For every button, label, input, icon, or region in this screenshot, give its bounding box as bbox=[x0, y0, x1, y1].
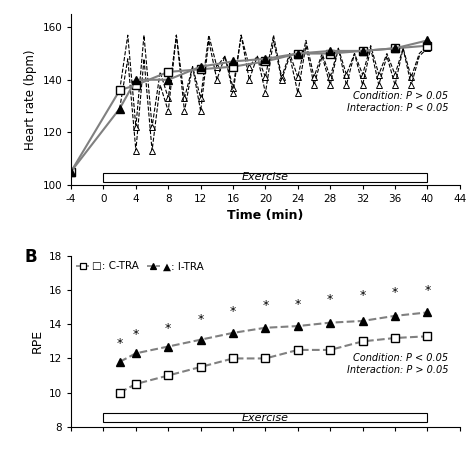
Text: *: * bbox=[198, 313, 204, 326]
Text: *: * bbox=[262, 300, 269, 312]
Y-axis label: Heart rate (bpm): Heart rate (bpm) bbox=[24, 49, 37, 150]
Text: Exercise: Exercise bbox=[242, 413, 289, 423]
Text: *: * bbox=[359, 289, 366, 302]
Text: B: B bbox=[25, 248, 37, 265]
X-axis label: Time (min): Time (min) bbox=[227, 209, 304, 222]
Bar bbox=[103, 413, 428, 422]
Text: *: * bbox=[295, 298, 301, 311]
Text: *: * bbox=[327, 292, 333, 306]
Y-axis label: RPE: RPE bbox=[30, 329, 43, 354]
Text: *: * bbox=[117, 337, 123, 350]
Text: *: * bbox=[133, 328, 139, 341]
Text: *: * bbox=[392, 286, 398, 299]
Text: Condition: P > 0.05
Interaction: P < 0.05: Condition: P > 0.05 Interaction: P < 0.0… bbox=[346, 91, 448, 112]
Legend: □: C-TRA, ▲: I-TRA: □: C-TRA, ▲: I-TRA bbox=[76, 261, 203, 272]
Text: *: * bbox=[165, 321, 172, 335]
Text: Condition: P < 0.05
Interaction: P > 0.05: Condition: P < 0.05 Interaction: P > 0.0… bbox=[346, 353, 448, 375]
Text: Exercise: Exercise bbox=[242, 173, 289, 182]
Text: *: * bbox=[230, 304, 236, 318]
Text: *: * bbox=[424, 284, 430, 297]
Bar bbox=[103, 173, 428, 182]
